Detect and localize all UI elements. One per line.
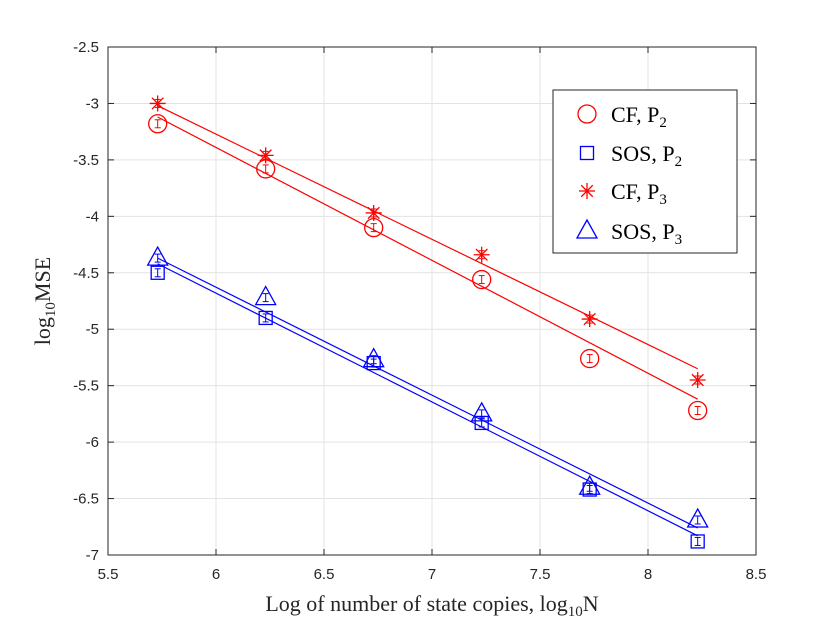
- data-point-cf-p2: [148, 114, 168, 134]
- data-point-sos-p3: [146, 245, 169, 266]
- circle-marker-shape: [148, 114, 168, 134]
- x-tick-labels: 5.5 6 6.5 7 7.5 8 8.5: [98, 566, 767, 583]
- x-tick-label: 7: [428, 566, 436, 583]
- legend-label-sub: 2: [675, 154, 683, 170]
- y-axis-label-tail: MSE: [30, 257, 55, 302]
- fit-line-sos-p3: [157, 257, 698, 529]
- x-tick-label: 8.5: [746, 566, 767, 583]
- data-point-cf-p3: [689, 372, 706, 389]
- data-point-cf-p3: [473, 246, 490, 263]
- circle-marker-shape: [472, 269, 492, 290]
- data-markers: [146, 95, 709, 549]
- legend-marker-cf-p2: [577, 104, 597, 124]
- legend-label-sub: 3: [659, 192, 667, 208]
- data-point-cf-p3: [365, 204, 382, 221]
- triangle-marker-shape: [578, 474, 601, 495]
- data-point-cf-p2: [472, 269, 492, 290]
- legend-marker-sos-p3: [575, 218, 599, 239]
- data-point-sos-p3: [362, 347, 385, 368]
- legend-label-cf-p2: CF, P2: [611, 102, 667, 131]
- data-point-sos-p3: [578, 474, 601, 495]
- y-tick-label: -6: [86, 434, 99, 451]
- data-point-cf-p3: [581, 311, 598, 328]
- data-point-sos-p2: [690, 534, 705, 549]
- circle-marker-shape: [580, 348, 600, 369]
- triangle-marker-shape: [470, 401, 493, 422]
- legend-label-sos-p2: SOS, P2: [611, 141, 682, 170]
- x-tick-label: 7.5: [530, 566, 551, 583]
- data-point-cf-p2: [688, 400, 708, 421]
- y-tick-label: -4: [86, 208, 99, 225]
- y-tick-label: -5: [86, 321, 99, 338]
- fit-lines: [157, 105, 698, 537]
- data-point-sos-p3: [254, 285, 277, 306]
- data-point-cf-p3: [257, 147, 274, 164]
- y-tick-label: -3: [86, 95, 99, 112]
- x-tick-label: 5.5: [98, 566, 119, 583]
- legend-marker-sos-p2: [579, 145, 595, 161]
- data-point-sos-p3: [686, 507, 709, 528]
- triangle-marker-shape: [575, 218, 599, 239]
- x-axis-label-tail: N: [583, 591, 599, 616]
- data-point-cf-p2: [580, 348, 600, 369]
- x-axis-label-sub: 10: [568, 604, 583, 620]
- data-point-cf-p3: [149, 95, 166, 112]
- data-point-sos-p2: [150, 265, 165, 280]
- x-axis-label: Log of number of state copies, log10N: [265, 591, 598, 620]
- triangle-marker-shape: [146, 245, 169, 266]
- triangle-marker-shape: [686, 507, 709, 528]
- y-tick-label: -7: [86, 547, 99, 564]
- legend-label-main: SOS, P: [611, 219, 675, 244]
- y-axis-label: log10MSE: [30, 257, 59, 345]
- legend-marker-cf-p3: [579, 183, 595, 199]
- circle-marker-shape: [688, 400, 708, 421]
- legend-label-main: CF, P: [611, 102, 659, 127]
- y-axis-label-sub: 10: [43, 302, 59, 317]
- ticks: [107, 46, 757, 556]
- legend-label-sub: 2: [659, 115, 667, 131]
- fit-line-cf-p2: [157, 116, 698, 400]
- legend-label-cf-p3: CF, P3: [611, 179, 667, 208]
- y-tick-label: -4.5: [73, 265, 99, 282]
- y-tick-label: -6.5: [73, 491, 99, 508]
- triangle-marker-shape: [362, 347, 385, 368]
- legend-label-sos-p3: SOS, P3: [611, 219, 682, 248]
- legend-label-main: SOS, P: [611, 141, 675, 166]
- triangle-marker-shape: [254, 285, 277, 306]
- y-axis-label-main: log: [30, 317, 55, 345]
- x-tick-label: 6: [212, 566, 220, 583]
- circle-marker-shape: [577, 104, 597, 124]
- square-marker-shape: [150, 265, 165, 280]
- y-tick-label: -5.5: [73, 378, 99, 395]
- square-marker-shape: [258, 310, 273, 326]
- y-tick-label: -3.5: [73, 152, 99, 169]
- y-tick-labels: -7 -6.5 -6 -5.5 -5 -4.5 -4 -3.5 -3 -2.5: [73, 39, 99, 564]
- x-tick-label: 8: [644, 566, 652, 583]
- square-marker-shape: [579, 145, 595, 161]
- data-point-sos-p3: [470, 401, 493, 422]
- y-tick-label: -2.5: [73, 39, 99, 56]
- square-marker-shape: [690, 534, 705, 549]
- legend-label-sub: 3: [675, 232, 683, 248]
- fit-line-sos-p2: [157, 263, 698, 537]
- star-marker-stroke: [580, 184, 594, 198]
- legend-label-main: CF, P: [611, 179, 659, 204]
- x-tick-label: 6.5: [314, 566, 335, 583]
- x-axis-label-main: Log of number of state copies, log: [265, 591, 567, 616]
- data-point-sos-p2: [258, 310, 273, 326]
- fit-line-cf-p3: [157, 105, 698, 370]
